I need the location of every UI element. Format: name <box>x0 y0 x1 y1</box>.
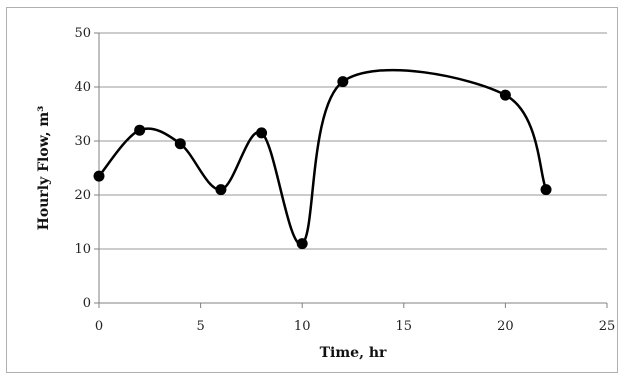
x-tick-label-5: 5 <box>196 319 204 334</box>
y-tick-labels: 0 10 20 30 40 50 <box>74 26 91 311</box>
x-tick-label-10: 10 <box>294 319 311 334</box>
x-tick-label-0: 0 <box>95 319 103 334</box>
y-axis-label: Hourly Flow, m³ <box>36 106 52 231</box>
y-tick-label-40: 40 <box>74 80 91 95</box>
x-tick-label-15: 15 <box>396 319 413 334</box>
y-tick-label-10: 10 <box>74 242 91 257</box>
y-tick-label-50: 50 <box>74 26 91 41</box>
x-tick-labels: 0 5 10 15 20 25 <box>95 319 615 334</box>
series-line-0 <box>98 68 548 245</box>
series-group <box>93 68 552 250</box>
y-tick-label-20: 20 <box>74 188 91 203</box>
data-point-2 <box>134 124 146 136</box>
data-point-4 <box>174 138 186 150</box>
data-point-22 <box>540 184 552 196</box>
x-tick-label-25: 25 <box>599 319 616 334</box>
data-point-6 <box>215 184 227 196</box>
data-point-12 <box>337 76 349 88</box>
axes <box>94 32 608 308</box>
data-point-8 <box>256 127 268 139</box>
x-axis-label: Time, hr <box>320 345 387 361</box>
x-tick-label-20: 20 <box>497 319 514 334</box>
data-point-0 <box>93 170 105 182</box>
data-point-20 <box>499 89 511 101</box>
data-point-10 <box>296 238 308 250</box>
y-tick-label-30: 30 <box>74 134 91 149</box>
y-tick-label-0: 0 <box>83 296 91 311</box>
